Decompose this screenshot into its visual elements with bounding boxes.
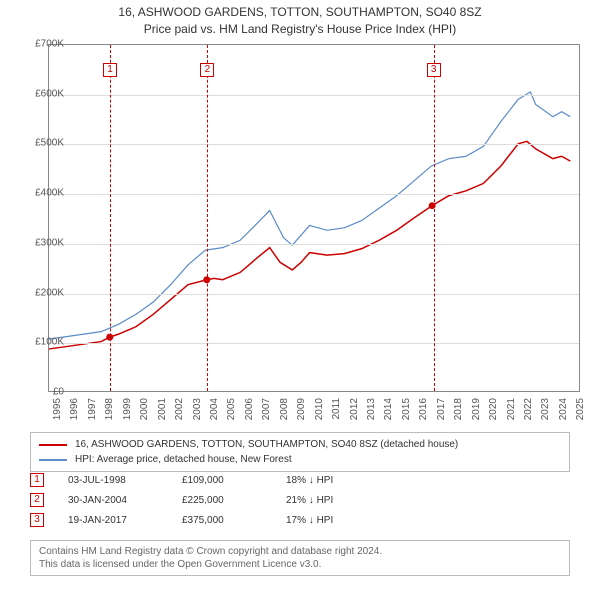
legend: 16, ASHWOOD GARDENS, TOTTON, SOUTHAMPTON… <box>30 432 570 472</box>
marker-line <box>207 45 208 391</box>
x-axis-label: 1997 <box>87 398 98 420</box>
x-axis-label: 2008 <box>279 398 290 420</box>
legend-label: HPI: Average price, detached house, New … <box>75 452 292 467</box>
event-price: £109,000 <box>182 475 262 486</box>
x-axis-label: 2012 <box>349 398 360 420</box>
event-price: £225,000 <box>182 495 262 506</box>
x-axis-label: 2024 <box>558 398 569 420</box>
x-axis-label: 2020 <box>488 398 499 420</box>
footer: Contains HM Land Registry data © Crown c… <box>30 540 570 576</box>
gridline-h <box>49 194 579 195</box>
event-date: 03-JUL-1998 <box>68 475 158 486</box>
y-axis-label: £600K <box>35 88 64 99</box>
x-axis-label: 2009 <box>296 398 307 420</box>
legend-swatch <box>39 459 67 461</box>
marker-box: 2 <box>200 63 214 77</box>
x-axis-label: 2001 <box>157 398 168 420</box>
x-axis-label: 2017 <box>436 398 447 420</box>
event-diff: 21% ↓ HPI <box>286 495 333 506</box>
title-line-1: 16, ASHWOOD GARDENS, TOTTON, SOUTHAMPTON… <box>0 4 600 21</box>
plot-area: 1 2 3 <box>48 44 580 392</box>
footer-line-1: Contains HM Land Registry data © Crown c… <box>39 545 561 558</box>
y-axis-label: £0 <box>53 387 64 398</box>
event-marker: 1 <box>30 473 44 487</box>
legend-swatch <box>39 444 67 446</box>
x-axis-label: 1998 <box>104 398 115 420</box>
events-table: 1 03-JUL-1998 £109,000 18% ↓ HPI 2 30-JAN-200… <box>30 470 570 530</box>
x-axis-label: 2025 <box>575 398 586 420</box>
marker-box: 3 <box>427 63 441 77</box>
y-axis-label: £700K <box>35 39 64 50</box>
event-row: 2 30-JAN-2004 £225,000 21% ↓ HPI <box>30 490 570 510</box>
x-axis-label: 2004 <box>209 398 220 420</box>
x-axis-label: 2018 <box>453 398 464 420</box>
x-axis-label: 2016 <box>418 398 429 420</box>
x-axis-label: 2022 <box>523 398 534 420</box>
marker-line <box>434 45 435 391</box>
x-axis-label: 1996 <box>69 398 80 420</box>
gridline-h <box>49 294 579 295</box>
gridline-h <box>49 343 579 344</box>
legend-label: 16, ASHWOOD GARDENS, TOTTON, SOUTHAMPTON… <box>75 437 458 452</box>
y-axis-label: £200K <box>35 287 64 298</box>
x-axis-label: 2003 <box>192 398 203 420</box>
x-axis-label: 2000 <box>139 398 150 420</box>
title-line-2: Price paid vs. HM Land Registry's House … <box>0 21 600 38</box>
x-axis-label: 1999 <box>122 398 133 420</box>
x-axis-label: 1995 <box>52 398 63 420</box>
x-axis-label: 2006 <box>244 398 255 420</box>
event-date: 30-JAN-2004 <box>68 495 158 506</box>
gridline-h <box>49 244 579 245</box>
x-axis-label: 2015 <box>401 398 412 420</box>
x-axis-label: 2014 <box>383 398 394 420</box>
y-axis-label: £300K <box>35 237 64 248</box>
event-row: 1 03-JUL-1998 £109,000 18% ↓ HPI <box>30 470 570 490</box>
title-block: 16, ASHWOOD GARDENS, TOTTON, SOUTHAMPTON… <box>0 0 600 38</box>
x-axis-label: 2002 <box>174 398 185 420</box>
event-diff: 18% ↓ HPI <box>286 475 333 486</box>
event-marker: 2 <box>30 493 44 507</box>
marker-box: 1 <box>103 63 117 77</box>
x-axis-label: 2019 <box>471 398 482 420</box>
legend-row: HPI: Average price, detached house, New … <box>39 452 561 467</box>
event-date: 19-JAN-2017 <box>68 515 158 526</box>
y-axis-label: £100K <box>35 337 64 348</box>
x-axis-label: 2021 <box>506 398 517 420</box>
y-axis-label: £500K <box>35 138 64 149</box>
event-row: 3 19-JAN-2017 £375,000 17% ↓ HPI <box>30 510 570 530</box>
series-line <box>49 141 570 349</box>
gridline-h <box>49 95 579 96</box>
legend-row: 16, ASHWOOD GARDENS, TOTTON, SOUTHAMPTON… <box>39 437 561 452</box>
gridline-h <box>49 144 579 145</box>
x-axis-label: 2013 <box>366 398 377 420</box>
y-axis-label: £400K <box>35 188 64 199</box>
x-axis-label: 2023 <box>540 398 551 420</box>
marker-line <box>110 45 111 391</box>
series-line <box>49 92 570 339</box>
x-axis-label: 2010 <box>314 398 325 420</box>
x-axis-label: 2007 <box>261 398 272 420</box>
chart-svg <box>49 45 579 391</box>
x-axis-label: 2011 <box>331 398 342 420</box>
chart-container: 16, ASHWOOD GARDENS, TOTTON, SOUTHAMPTON… <box>0 0 600 590</box>
event-price: £375,000 <box>182 515 262 526</box>
footer-line-2: This data is licensed under the Open Gov… <box>39 558 561 571</box>
event-diff: 17% ↓ HPI <box>286 515 333 526</box>
event-marker: 3 <box>30 513 44 527</box>
x-axis-label: 2005 <box>226 398 237 420</box>
